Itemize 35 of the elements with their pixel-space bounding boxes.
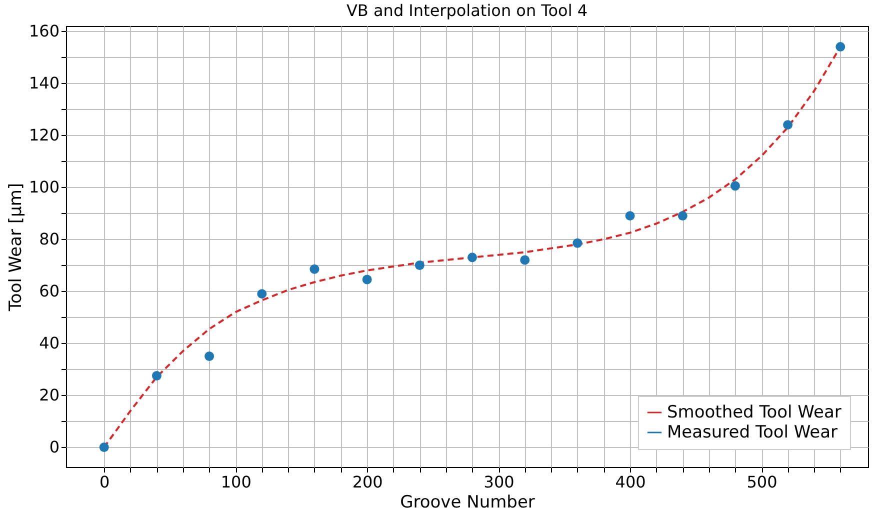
y-tick-label: 140 bbox=[28, 74, 60, 93]
point bbox=[783, 120, 793, 130]
y-tick-label: 100 bbox=[28, 178, 60, 197]
y-tick-label: 20 bbox=[39, 386, 60, 405]
x-tick-label: 200 bbox=[352, 472, 383, 492]
point bbox=[572, 238, 582, 248]
point bbox=[836, 42, 846, 52]
x-tick-label: 400 bbox=[615, 472, 646, 492]
y-axis-title: Tool Wear [μm] bbox=[6, 182, 26, 312]
point bbox=[520, 255, 530, 265]
point bbox=[204, 351, 214, 361]
y-tick-label: 160 bbox=[28, 22, 60, 41]
point bbox=[730, 181, 740, 191]
point bbox=[152, 371, 162, 380]
point bbox=[99, 442, 109, 452]
x-axis-title: Groove Number bbox=[400, 492, 535, 512]
legend-label: Measured Tool Wear bbox=[667, 422, 838, 442]
x-tick-label: 100 bbox=[220, 472, 252, 492]
chart-title: VB and Interpolation on Tool 4 bbox=[346, 1, 588, 20]
y-tick-label: 40 bbox=[39, 334, 60, 353]
legend-label: Smoothed Tool Wear bbox=[667, 402, 842, 422]
y-tick-label: 0 bbox=[49, 438, 60, 457]
point bbox=[362, 274, 372, 284]
x-tick-label: 300 bbox=[484, 472, 514, 492]
point bbox=[678, 211, 688, 221]
point bbox=[257, 289, 267, 299]
point bbox=[310, 264, 320, 274]
y-tick-label: 80 bbox=[39, 230, 60, 249]
y-tick-label: 120 bbox=[28, 126, 60, 145]
point bbox=[414, 260, 424, 270]
x-tick-label: 500 bbox=[746, 472, 778, 492]
y-tick-label: 60 bbox=[39, 282, 60, 301]
point bbox=[468, 252, 477, 262]
point bbox=[625, 211, 635, 221]
x-tick-label: 0 bbox=[100, 472, 110, 492]
